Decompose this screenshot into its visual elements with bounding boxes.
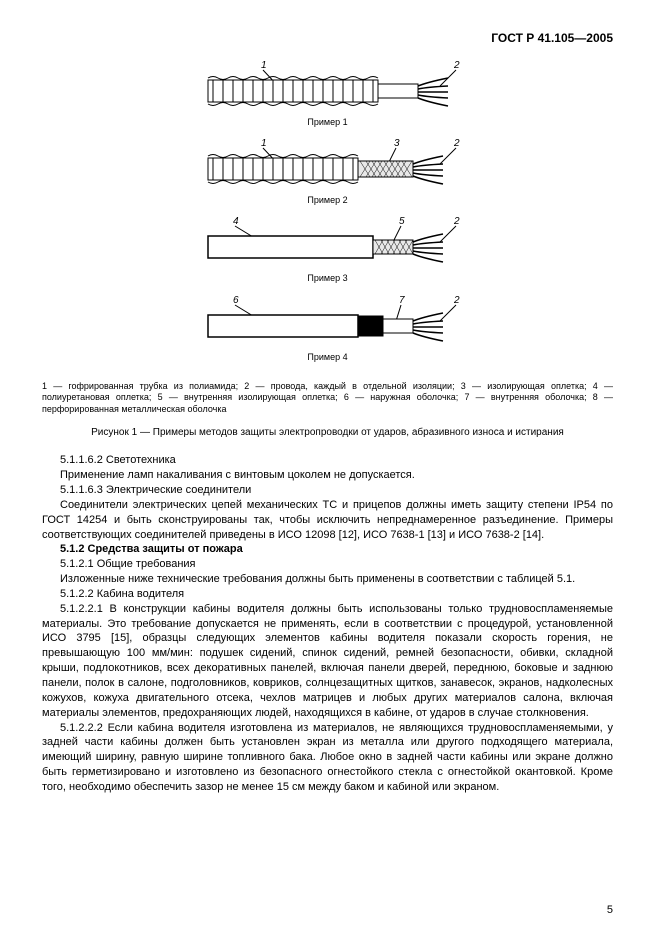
callout-2c: 2 xyxy=(453,216,460,227)
figure-example-1: 1 2 xyxy=(178,58,478,114)
caption-example-3: Пример 3 xyxy=(307,272,347,284)
section-51162-text: Применение ламп накаливания с винтовым ц… xyxy=(42,468,613,483)
figure-legend: 1 — гофрированная трубка из полиамида; 2… xyxy=(42,381,613,416)
figure-example-4: 6 7 2 xyxy=(178,293,478,349)
callout-1b: 1 xyxy=(261,138,267,149)
caption-example-2: Пример 2 xyxy=(307,194,347,206)
section-5121-head: 5.1.2.1 Общие требования xyxy=(42,557,613,572)
callout-7: 7 xyxy=(399,295,405,306)
figure-example-3: 4 5 2 xyxy=(178,214,478,270)
section-5121-text: Изложенные ниже технические требования д… xyxy=(42,572,613,587)
callout-5: 5 xyxy=(399,216,405,227)
callout-3: 3 xyxy=(394,138,400,149)
callout-1: 1 xyxy=(261,60,267,71)
callout-2: 2 xyxy=(453,60,460,71)
section-51163-head: 5.1.1.6.3 Электрические соединители xyxy=(42,483,613,498)
section-51222-text: 5.1.2.2.2 Если кабина водителя изготовле… xyxy=(42,721,613,795)
document-code: ГОСТ Р 41.105—2005 xyxy=(42,30,613,46)
section-51162-head: 5.1.1.6.2 Светотехника xyxy=(42,453,613,468)
caption-example-4: Пример 4 xyxy=(307,351,347,363)
caption-example-1: Пример 1 xyxy=(307,116,347,128)
callout-2b: 2 xyxy=(453,138,460,149)
callout-2d: 2 xyxy=(453,295,460,306)
page-number: 5 xyxy=(607,903,613,918)
section-51163-text: Соединители электрических цепей механиче… xyxy=(42,498,613,543)
section-5122-head: 5.1.2.2 Кабина водителя xyxy=(42,587,613,602)
figure-block: 1 2 Пример 1 xyxy=(42,58,613,371)
figure-example-2: 1 3 2 xyxy=(178,136,478,192)
callout-6: 6 xyxy=(233,295,239,306)
section-51221-text: 5.1.2.2.1 В конструкции кабины водителя … xyxy=(42,602,613,721)
page: ГОСТ Р 41.105—2005 1 2 xyxy=(0,0,661,936)
callout-4: 4 xyxy=(233,216,239,227)
section-512-heading: 5.1.2 Средства защиты от пожара xyxy=(42,542,613,557)
figure-title: Рисунок 1 — Примеры методов защиты элект… xyxy=(42,426,613,440)
body-text: 5.1.1.6.2 Светотехника Применение ламп н… xyxy=(42,453,613,794)
